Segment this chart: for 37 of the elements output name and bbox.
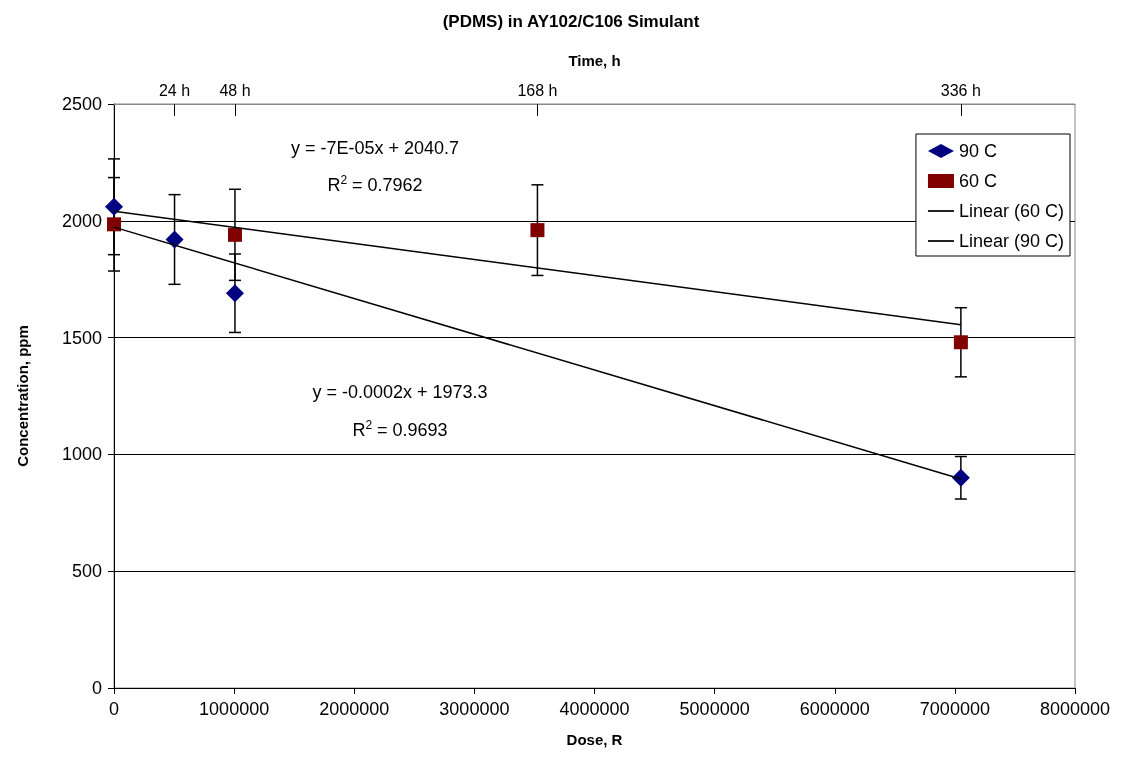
point (951, 468, 970, 487)
x2-tick-label: 48 h (219, 81, 251, 99)
annotation: y = -7E-05x + 2040.7 (290, 138, 460, 158)
y-axis-title: Concentration, ppm (14, 325, 31, 467)
annotation: y = -0.0002x + 1973.3 (312, 382, 488, 402)
legend-label: 90 C (958, 141, 997, 161)
y-tick-label: 1000 (61, 444, 102, 465)
y-tick-label: 1500 (61, 327, 102, 348)
point (225, 284, 244, 303)
point (165, 230, 184, 249)
x-tick-label: 0 (108, 699, 120, 719)
legend-label: Linear (90 C) (958, 231, 1064, 251)
legend-label: 60 C (958, 171, 997, 191)
y-tick-label: 0 (91, 678, 102, 698)
chart-title: (PDMS) in AY102/C106 Simulant (442, 12, 700, 31)
x-tick-label: 5000000 (679, 699, 750, 719)
point (107, 217, 121, 232)
x-tick-label: 4000000 (559, 699, 630, 719)
x2-tick-label: 168 h (517, 81, 558, 99)
y-tick-label: 2000 (61, 210, 102, 231)
x-axis-title: Dose, R (566, 731, 623, 748)
x2-tick-label: 336 h (940, 81, 981, 99)
legend-label: Linear (60 C) (958, 201, 1064, 221)
x-tick-label: 1000000 (199, 699, 270, 719)
x-tick-label: 3000000 (439, 699, 510, 719)
x-tick-label: 8000000 (1039, 699, 1111, 719)
x2-axis-title: Time, h (568, 52, 621, 69)
x-tick-label: 2000000 (319, 699, 390, 719)
x-tick-label: 7000000 (919, 699, 990, 719)
y-tick-label: 500 (71, 561, 102, 582)
point (530, 223, 545, 238)
point (953, 335, 968, 350)
point (105, 197, 123, 216)
x-tick-label: 6000000 (799, 699, 870, 719)
x2-tick-label: 24 h (158, 81, 191, 99)
point (227, 227, 242, 242)
y-tick-label: 2500 (61, 94, 102, 114)
